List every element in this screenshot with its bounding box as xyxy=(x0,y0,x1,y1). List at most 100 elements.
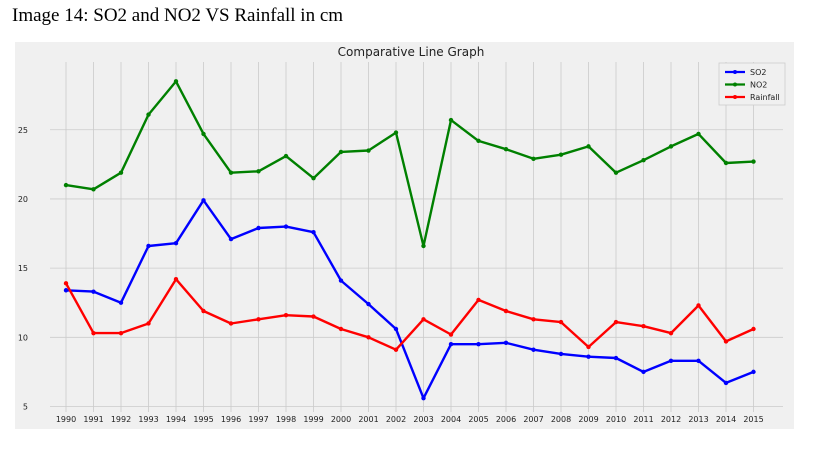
data-point-rainfall xyxy=(366,335,371,340)
data-point-so2 xyxy=(338,278,344,283)
x-tick-label: 1990 xyxy=(56,415,76,424)
data-point-rainfall xyxy=(118,330,124,336)
y-tick-label: 20 xyxy=(18,195,28,204)
data-point-rainfall xyxy=(668,330,674,336)
data-point-no2 xyxy=(503,146,509,152)
data-point-so2 xyxy=(641,369,646,375)
legend: SO2 NO2 Rainfall xyxy=(718,62,786,106)
data-point-no2 xyxy=(531,156,536,162)
data-point-no2 xyxy=(641,158,646,163)
data-point-so2 xyxy=(311,229,316,235)
data-point-so2 xyxy=(751,369,756,375)
data-point-rainfall xyxy=(338,326,344,332)
data-point-no2 xyxy=(338,149,344,155)
data-point-rainfall xyxy=(91,330,96,336)
tick-labels: 1990 1991 1992 1993 1994 1995 1996 1997 1998 1999… xyxy=(18,126,764,424)
data-point-so2 xyxy=(63,288,69,293)
x-tick-label: 2008 xyxy=(551,415,571,424)
data-point-so2 xyxy=(696,358,701,364)
data-point-rainfall xyxy=(613,319,619,325)
x-tick-label: 1995 xyxy=(193,415,213,424)
x-tick-label: 2006 xyxy=(496,415,516,424)
data-point-no2 xyxy=(421,243,426,249)
data-point-rainfall xyxy=(448,332,454,337)
data-point-so2 xyxy=(476,342,481,347)
data-point-no2 xyxy=(558,152,564,157)
data-point-rainfall xyxy=(641,324,646,329)
data-point-so2 xyxy=(503,340,509,346)
data-point-no2 xyxy=(696,131,701,137)
data-point-rainfall xyxy=(586,344,591,350)
data-point-so2 xyxy=(531,347,536,352)
data-point-no2 xyxy=(63,182,69,188)
x-tick-label: 2012 xyxy=(661,415,681,424)
data-point-so2 xyxy=(173,241,179,246)
data-point-no2 xyxy=(146,112,151,117)
data-point-so2 xyxy=(201,198,206,203)
x-tick-label: 2013 xyxy=(688,415,708,424)
data-point-so2 xyxy=(393,326,399,332)
x-tick-label: 1996 xyxy=(221,415,241,424)
data-point-rainfall xyxy=(228,321,234,326)
data-point-rainfall xyxy=(421,317,426,322)
y-tick-label: 15 xyxy=(18,264,28,273)
series-line-rainfall xyxy=(64,278,754,351)
y-tick-label: 10 xyxy=(18,333,28,342)
legend-marker xyxy=(733,70,737,74)
x-tick-label: 1994 xyxy=(166,415,186,424)
legend-marker xyxy=(733,82,737,87)
data-point-rainfall xyxy=(723,339,729,344)
x-tick-label: 2002 xyxy=(386,415,406,424)
chart-background xyxy=(15,42,794,429)
data-point-rainfall xyxy=(256,317,261,322)
grid-lines xyxy=(50,62,783,412)
series-line-so2 xyxy=(65,199,754,400)
data-point-so2 xyxy=(558,351,564,357)
x-tick-label: 1999 xyxy=(303,415,323,424)
data-point-so2 xyxy=(146,243,151,249)
x-tick-label: 2011 xyxy=(633,415,653,424)
data-point-no2 xyxy=(723,160,729,166)
data-point-rainfall xyxy=(696,303,701,308)
data-point-so2 xyxy=(228,236,234,242)
data-point-rainfall xyxy=(63,281,69,286)
data-point-no2 xyxy=(283,153,289,159)
data-point-rainfall xyxy=(531,317,536,322)
data-point-no2 xyxy=(586,144,591,149)
series-lines xyxy=(63,79,756,401)
x-tick-label: 1992 xyxy=(111,415,131,424)
data-point-no2 xyxy=(256,169,261,174)
x-tick-label: 2009 xyxy=(578,415,598,424)
data-point-rainfall xyxy=(503,308,509,314)
legend-marker xyxy=(733,95,737,99)
legend-label: NO2 xyxy=(750,81,767,90)
data-point-no2 xyxy=(476,138,481,144)
chart-title: Comparative Line Graph xyxy=(338,45,485,59)
x-tick-label: 2004 xyxy=(441,415,461,424)
series-line-no2 xyxy=(65,80,754,248)
x-tick-label: 1998 xyxy=(276,415,296,424)
data-point-so2 xyxy=(118,300,124,305)
data-point-no2 xyxy=(393,130,399,135)
data-point-rainfall xyxy=(751,326,756,332)
data-point-no2 xyxy=(448,117,454,123)
x-tick-label: 1997 xyxy=(248,415,268,424)
data-point-so2 xyxy=(91,289,96,294)
x-tick-label: 2000 xyxy=(331,415,351,424)
data-point-so2 xyxy=(256,225,261,231)
x-tick-label: 1993 xyxy=(138,415,158,424)
x-tick-label: 2005 xyxy=(468,415,488,424)
data-point-rainfall xyxy=(558,319,564,325)
data-point-so2 xyxy=(366,301,371,307)
y-tick-label: 5 xyxy=(23,402,28,411)
data-point-rainfall xyxy=(201,308,206,314)
legend-label: Rainfall xyxy=(750,93,780,102)
data-point-so2 xyxy=(283,224,289,229)
data-point-no2 xyxy=(366,148,371,153)
x-tick-label: 2003 xyxy=(413,415,433,424)
x-tick-label: 2007 xyxy=(523,415,543,424)
x-tick-label: 2010 xyxy=(606,415,626,424)
data-point-rainfall xyxy=(311,314,316,319)
data-point-rainfall xyxy=(146,321,151,326)
